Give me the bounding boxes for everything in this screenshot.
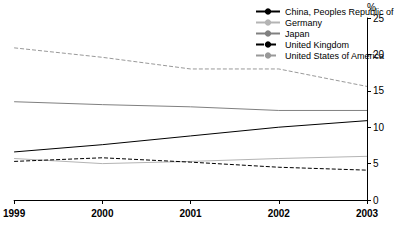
svg-text:5: 5: [373, 158, 379, 169]
svg-text:2000: 2000: [91, 208, 114, 219]
svg-text:25: 25: [373, 12, 385, 24]
svg-text:1999: 1999: [3, 208, 26, 219]
svg-text:10: 10: [373, 122, 385, 133]
svg-text:Germany: Germany: [285, 18, 323, 28]
svg-text:United Kingdom: United Kingdom: [285, 40, 349, 50]
svg-text:0: 0: [373, 195, 379, 206]
svg-text:2001: 2001: [179, 208, 202, 219]
svg-text:2003: 2003: [356, 208, 379, 219]
svg-text:United States of America: United States of America: [285, 51, 384, 61]
svg-text:15: 15: [373, 85, 385, 96]
svg-text:2002: 2002: [268, 208, 291, 219]
svg-text:Japan: Japan: [285, 29, 310, 39]
svg-text:China, Peoples Republic of: China, Peoples Republic of: [285, 7, 394, 17]
